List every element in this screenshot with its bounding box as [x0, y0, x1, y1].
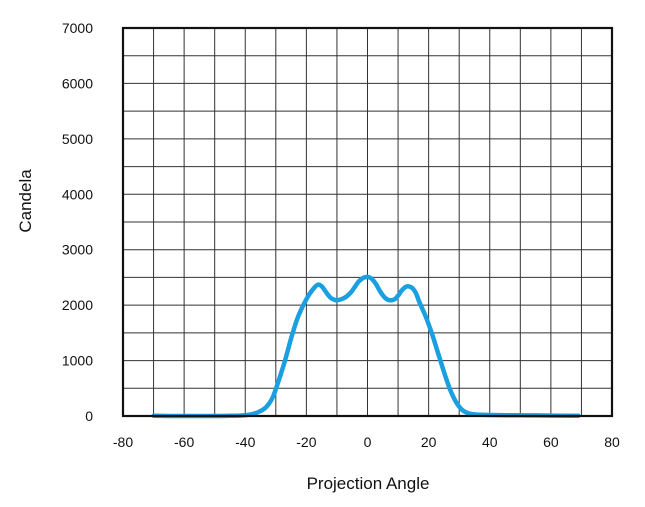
y-tick-labels: 0 1000 2000 3000 4000 5000 6000 7000: [62, 20, 93, 424]
x-tick-label: 80: [604, 434, 620, 450]
x-tick-label: -20: [296, 434, 316, 450]
data-series: [151, 274, 581, 419]
x-tick-label: -60: [174, 434, 194, 450]
y-tick-label: 6000: [62, 75, 93, 91]
y-tick-label: 0: [85, 408, 93, 424]
x-tick-label: 20: [421, 434, 437, 450]
x-tick-label: -40: [235, 434, 255, 450]
x-axis-title: Projection Angle: [307, 474, 430, 493]
x-tick-labels: -80 -60 -40 -20 0 20 40 60 80: [113, 434, 620, 450]
plot-frame: [121, 26, 614, 418]
x-tick-label: 60: [543, 434, 559, 450]
y-tick-label: 3000: [62, 242, 93, 258]
x-tick-label: -80: [113, 434, 133, 450]
x-tick-label: 0: [364, 434, 372, 450]
y-tick-label: 4000: [62, 186, 93, 202]
candela-curve: [151, 274, 581, 419]
grid-lines: [123, 28, 612, 416]
y-axis-title: Candela: [16, 169, 35, 233]
x-tick-label: 40: [482, 434, 498, 450]
y-tick-label: 2000: [62, 297, 93, 313]
y-tick-label: 5000: [62, 131, 93, 147]
y-tick-label: 7000: [62, 20, 93, 36]
y-tick-label: 1000: [62, 353, 93, 369]
